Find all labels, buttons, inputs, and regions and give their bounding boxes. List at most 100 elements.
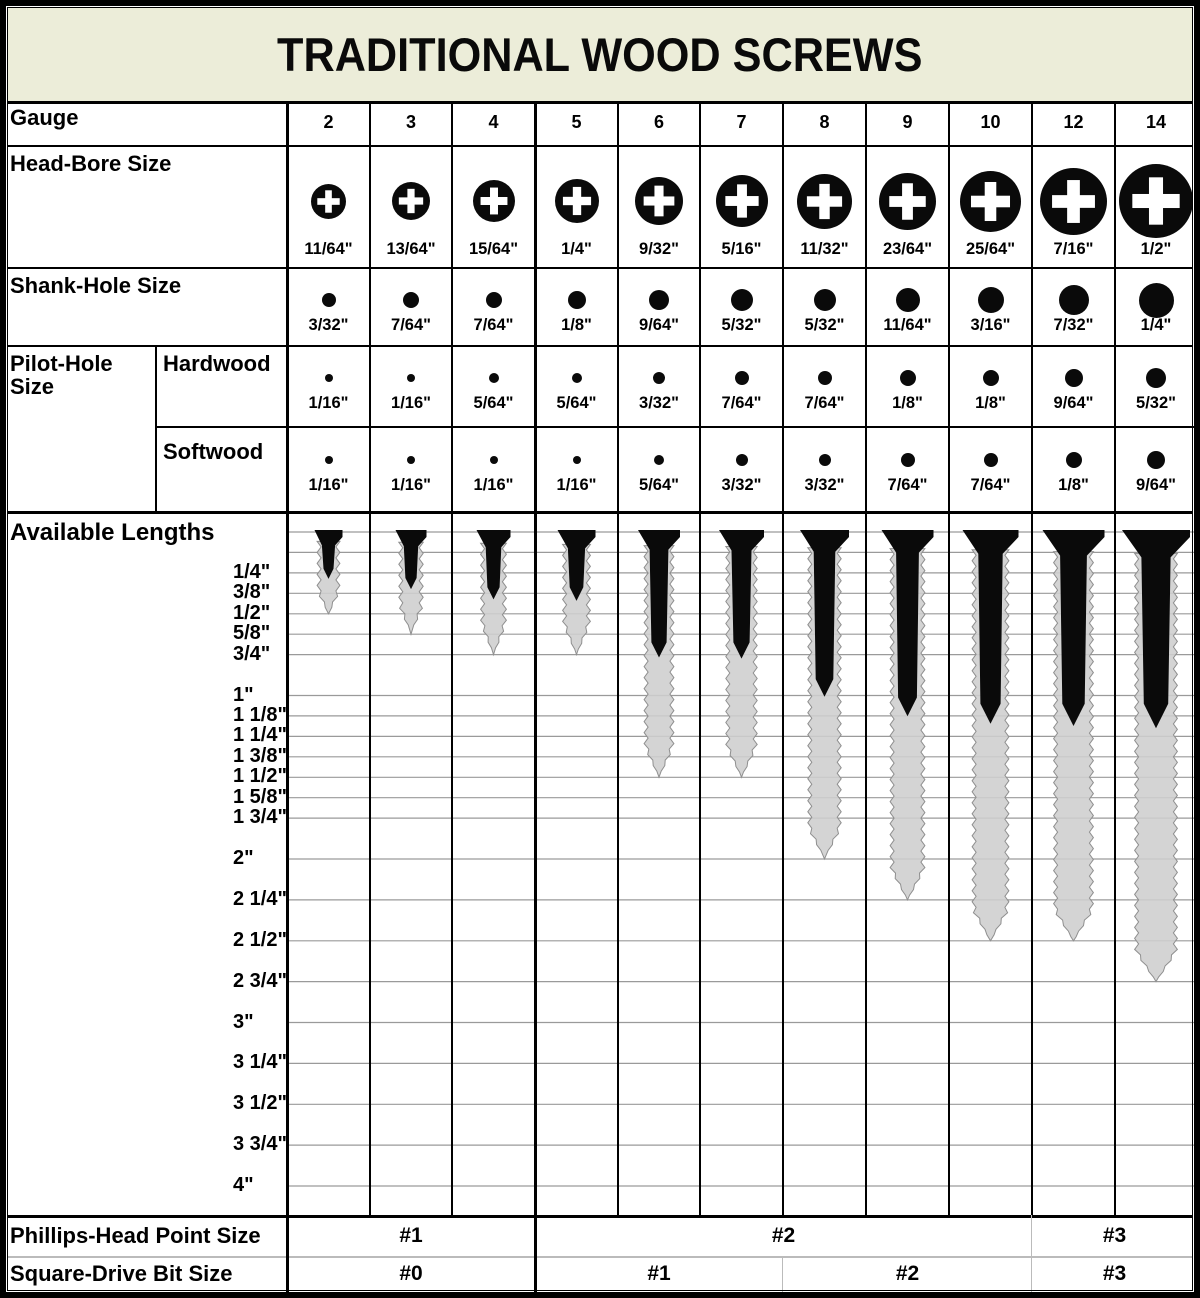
- square-drive-size-value: #2: [895, 1262, 920, 1285]
- phillips-row-label: Phillips-Head Point Size: [10, 1223, 261, 1248]
- table-rule: [8, 1256, 1192, 1258]
- chart-title: TRADITIONAL WOOD SCREWS: [277, 28, 923, 81]
- shank-hole-dot-icon: [977, 287, 1004, 313]
- table-rule: [948, 101, 950, 1215]
- pilot-softwood-dot-icon: [324, 456, 333, 464]
- length-tick-label: 1": [233, 683, 254, 706]
- gauge-value: 9: [902, 112, 913, 132]
- square-drive-size-value: #0: [399, 1262, 423, 1285]
- phillips-head-icon: [1119, 164, 1193, 238]
- phillips-head-icon: [960, 170, 1021, 232]
- length-tick-label: 3/4": [233, 642, 271, 665]
- table-rule: [8, 511, 1192, 514]
- shank-hole-dot-icon: [730, 289, 753, 311]
- length-tick-label: 1 1/8": [233, 703, 287, 726]
- phillips-head-icon: [635, 177, 683, 225]
- screw-head-gauge-2: [314, 530, 343, 579]
- screw-head-gauge-4: [476, 530, 511, 600]
- phillips-head-icon: [472, 180, 515, 222]
- shank-hole-dot-icon: [1138, 282, 1174, 318]
- square-row-label: Square-Drive Bit Size: [10, 1261, 233, 1286]
- head-bore-value: 11/32": [800, 240, 849, 258]
- gauge-value: 12: [1063, 112, 1084, 132]
- shank-hole-value: 1/8": [561, 316, 592, 334]
- length-tick-label: 1 3/8": [233, 744, 287, 767]
- length-tick-label: 1/2": [233, 601, 271, 624]
- table-rule: [782, 101, 784, 1215]
- pilot-softwood-dot-icon: [489, 456, 498, 464]
- table-rule: [155, 426, 1197, 428]
- pilot-softwood-dot-icon: [818, 454, 831, 466]
- table-rule: [8, 145, 1192, 147]
- pilot-hardwood-dot-icon: [488, 373, 499, 383]
- shank-hole-dot-icon: [321, 293, 336, 307]
- pilot-hardwood-dot-icon: [734, 371, 749, 385]
- shank-hole-dot-icon: [485, 292, 502, 308]
- pilot-softwood-dot-icon: [735, 454, 748, 466]
- head-bore-value: 1/4": [561, 240, 592, 258]
- pilot-hardwood-value: 1/8": [892, 394, 923, 412]
- table-rule: [155, 345, 157, 511]
- pilot-hardwood-dot-icon: [324, 374, 333, 382]
- shank-hole-value: 1/4": [1140, 316, 1172, 334]
- length-tick-label: 2": [233, 847, 254, 869]
- length-tick-label: 1/4": [233, 560, 271, 583]
- pilot-hardwood-dot-icon: [571, 373, 582, 383]
- table-rule: [1031, 1215, 1032, 1292]
- shank-hole-value: 7/64": [391, 316, 431, 334]
- square-drive-size-value: #1: [647, 1262, 671, 1285]
- length-tick-label: 5/8": [233, 622, 271, 645]
- gauge-value: 14: [1145, 112, 1167, 132]
- gauge-value: 8: [819, 112, 830, 132]
- pilot-hardwood-value: 3/32": [639, 394, 679, 412]
- pilot-hardwood-dot-icon: [407, 374, 415, 382]
- pilot-hardwood-value: 5/64": [556, 394, 597, 412]
- length-tick-label: 2 3/4": [233, 969, 287, 992]
- shank-hole-dot-icon: [403, 292, 419, 308]
- pilot-softwood-dot-icon: [900, 453, 915, 467]
- pilot-softwood-value: 1/16": [556, 476, 597, 494]
- gauge-value: 4: [488, 112, 499, 132]
- head-bore-value: 9/32": [639, 240, 679, 258]
- table-rule: [286, 101, 289, 1292]
- screw-head-gauge-9: [881, 530, 934, 717]
- table-rule: [1114, 101, 1116, 1215]
- pilot-softwood-dot-icon: [654, 455, 664, 465]
- phillips-head-icon: [1040, 167, 1107, 235]
- gauge-value: 7: [736, 112, 747, 132]
- table-rule: [8, 267, 1192, 269]
- screw-head-gauge-10: [962, 530, 1019, 724]
- table-rule: [451, 101, 453, 1215]
- phillips-head-icon: [392, 182, 430, 220]
- gauge-value: 2: [323, 112, 334, 132]
- hardwood-label: Hardwood: [163, 351, 271, 376]
- table-rule: [865, 101, 867, 1215]
- pilot-hardwood-dot-icon: [817, 371, 832, 385]
- available-lengths-label: Available Lengths: [10, 519, 215, 546]
- head-bore-value: 25/64": [965, 240, 1016, 258]
- table-rule: [534, 101, 537, 1292]
- table-rule: [8, 1215, 1192, 1218]
- table-rule: [699, 101, 701, 1215]
- pilot-hardwood-dot-icon: [1064, 369, 1083, 387]
- screw-head-gauge-7: [719, 530, 764, 659]
- pilot-softwood-value: 7/64": [970, 476, 1011, 494]
- pilot-hole-row-label: Pilot-Hole Size: [10, 351, 113, 400]
- pilot-softwood-value: 1/16": [308, 476, 349, 494]
- pilot-softwood-value: 3/32": [804, 476, 845, 494]
- pilot-softwood-value: 3/32": [721, 476, 762, 494]
- phillips-head-icon: [797, 173, 852, 229]
- head-bore-value: 5/16": [721, 240, 762, 258]
- pilot-hardwood-value: 1/16": [391, 394, 431, 412]
- head-bore-value: 7/16": [1053, 240, 1094, 258]
- shank-hole-value: 9/64": [639, 316, 679, 334]
- shank-hole-value: 3/16": [970, 316, 1011, 334]
- pilot-hardwood-value: 7/64": [721, 394, 762, 412]
- length-tick-label: 3 3/4": [233, 1133, 287, 1156]
- length-tick-label: 2 1/2": [233, 928, 287, 951]
- gauge-value: 3: [405, 112, 416, 132]
- head-bore-value: 13/64": [386, 240, 436, 258]
- pilot-softwood-dot-icon: [1147, 451, 1165, 469]
- pilot-hardwood-value: 1/8": [975, 394, 1006, 412]
